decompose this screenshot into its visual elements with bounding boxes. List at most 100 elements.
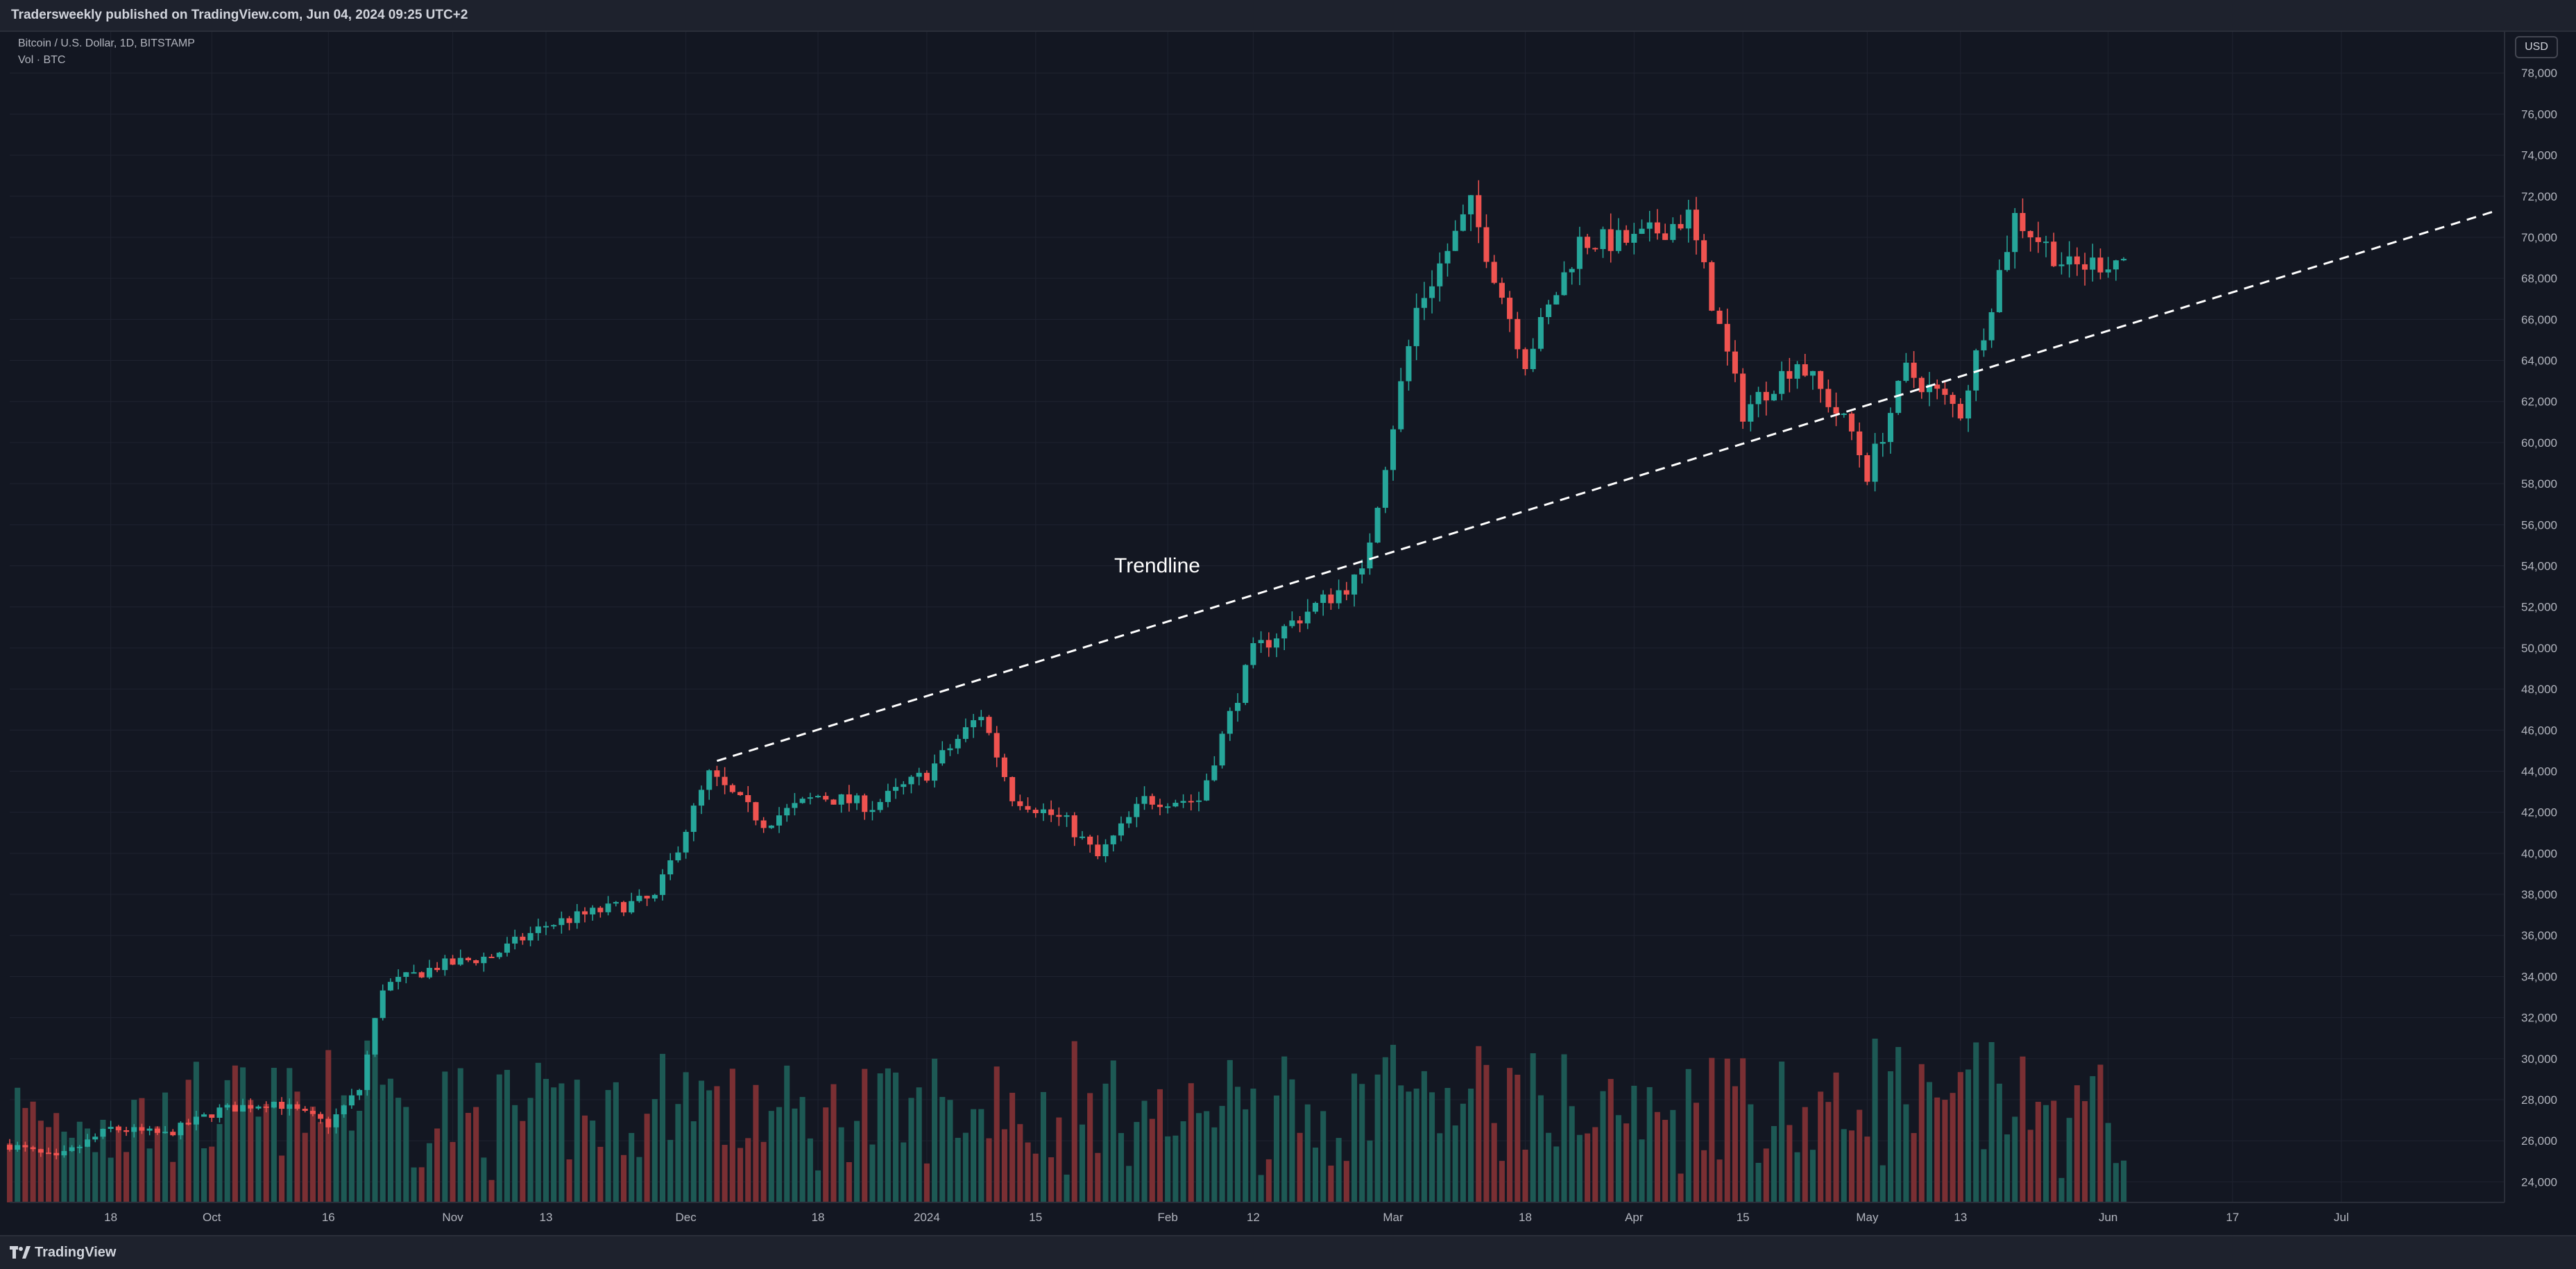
candle-body bbox=[1367, 542, 1373, 569]
candle-body bbox=[1126, 817, 1132, 824]
volume-bar bbox=[1553, 1146, 1560, 1202]
candle bbox=[1585, 234, 1591, 255]
price-axis[interactable]: 24,000 26,000 28,000 30,000 32,000 34,000 36,0… bbox=[2504, 32, 2557, 1202]
candle-body bbox=[2058, 264, 2065, 266]
candle bbox=[209, 1114, 215, 1123]
volume-bar bbox=[877, 1073, 883, 1202]
candle-body bbox=[1452, 230, 1458, 251]
price-tick-label: 70,000 bbox=[2521, 231, 2557, 244]
candle-body bbox=[309, 1111, 316, 1114]
volume-bar bbox=[527, 1098, 534, 1202]
volume-bar bbox=[1188, 1083, 1194, 1202]
volume-bar bbox=[154, 1126, 160, 1202]
symbol-legend[interactable]: Bitcoin / U.S. Dollar, 1D, BITSTAMP bbox=[18, 37, 195, 49]
time-tick-label: Jun bbox=[2099, 1211, 2117, 1224]
candle bbox=[279, 1097, 285, 1115]
volume-bar bbox=[1631, 1085, 1637, 1202]
volume-bar bbox=[1981, 1149, 1987, 1202]
volume-bar bbox=[1328, 1165, 1334, 1202]
candle-body bbox=[2105, 269, 2111, 273]
time-tick-label: 18 bbox=[104, 1211, 117, 1224]
candle bbox=[1903, 352, 1909, 383]
volume-bar bbox=[2051, 1100, 2057, 1202]
volume-bar bbox=[364, 1040, 370, 1202]
candle-body bbox=[1499, 282, 1505, 298]
candle-body bbox=[279, 1102, 285, 1109]
volume-bar bbox=[1087, 1093, 1093, 1202]
candle bbox=[1289, 611, 1295, 629]
volume-bar bbox=[939, 1097, 946, 1202]
candle bbox=[1950, 392, 1956, 418]
volume-bar bbox=[418, 1167, 425, 1202]
volume-bar bbox=[558, 1083, 565, 1202]
volume-bar bbox=[1025, 1142, 1031, 1202]
currency-button[interactable]: USD bbox=[2515, 36, 2558, 58]
candle bbox=[2082, 253, 2088, 286]
candle-body bbox=[566, 918, 572, 923]
volume-bar bbox=[768, 1111, 774, 1202]
candle-body bbox=[1662, 233, 1669, 240]
time-axis[interactable]: 18 Oct 16 Nov 13 Dec 18 2024 15 Feb 12 Mar 18 Apr 15 Ma… bbox=[10, 1202, 2505, 1224]
candle bbox=[193, 1110, 199, 1131]
candle-body bbox=[357, 1090, 363, 1096]
candle-body bbox=[418, 972, 425, 978]
candle-body bbox=[411, 972, 417, 974]
volume-bar bbox=[403, 1107, 409, 1202]
time-tick-label: 16 bbox=[322, 1211, 335, 1224]
candle bbox=[1265, 632, 1272, 657]
candle bbox=[939, 741, 946, 766]
candle bbox=[146, 1125, 153, 1136]
volume-bar bbox=[465, 1112, 471, 1202]
candle bbox=[115, 1125, 121, 1133]
candle bbox=[131, 1124, 137, 1138]
candle bbox=[581, 907, 588, 923]
candle-body bbox=[1833, 407, 1839, 414]
volume-bar bbox=[629, 1132, 635, 1202]
candle bbox=[154, 1126, 160, 1135]
candle-body bbox=[807, 797, 813, 799]
grid-lines bbox=[10, 32, 2505, 1202]
candle-body bbox=[1607, 229, 1614, 251]
volume-legend[interactable]: Vol · BTC bbox=[18, 54, 66, 66]
candle bbox=[799, 797, 805, 804]
candle bbox=[1157, 799, 1163, 815]
volume-bar bbox=[387, 1078, 393, 1202]
candle-body bbox=[1732, 351, 1738, 374]
candle bbox=[123, 1127, 130, 1136]
candle-body bbox=[488, 956, 495, 958]
volume-bar bbox=[1476, 1046, 1482, 1202]
volume-bar bbox=[955, 1137, 961, 1202]
price-tick-label: 60,000 bbox=[2521, 436, 2557, 450]
volume-bar bbox=[1942, 1100, 1948, 1202]
volume-bar bbox=[862, 1068, 868, 1202]
candle-body bbox=[100, 1129, 106, 1137]
volume-bar bbox=[636, 1157, 642, 1202]
candle-body bbox=[605, 903, 611, 912]
candle-body bbox=[1918, 377, 1925, 393]
candle-body bbox=[1040, 809, 1046, 813]
candle bbox=[1957, 398, 1963, 421]
candle bbox=[100, 1128, 106, 1139]
volume-bar bbox=[302, 1132, 308, 1202]
candle-body bbox=[1973, 350, 1979, 391]
volume-bar bbox=[916, 1087, 922, 1202]
volume-bar bbox=[1126, 1166, 1132, 1202]
candle-body bbox=[115, 1127, 121, 1131]
candle bbox=[1204, 773, 1210, 801]
candle bbox=[1102, 839, 1109, 862]
volume-bar bbox=[2074, 1085, 2080, 1202]
candle bbox=[1818, 371, 1824, 403]
candle-body bbox=[923, 772, 930, 781]
candle bbox=[1336, 579, 1342, 609]
volume-bar bbox=[442, 1071, 448, 1202]
volume-bar bbox=[1607, 1079, 1614, 1202]
candle bbox=[885, 783, 891, 808]
candle bbox=[1965, 384, 1972, 432]
candle-body bbox=[815, 796, 821, 798]
volume-bar bbox=[1576, 1134, 1583, 1202]
volume-bar bbox=[2058, 1177, 2065, 1202]
volume-bar bbox=[869, 1144, 876, 1202]
candle bbox=[1079, 831, 1085, 840]
volume-bar bbox=[2020, 1056, 2026, 1202]
